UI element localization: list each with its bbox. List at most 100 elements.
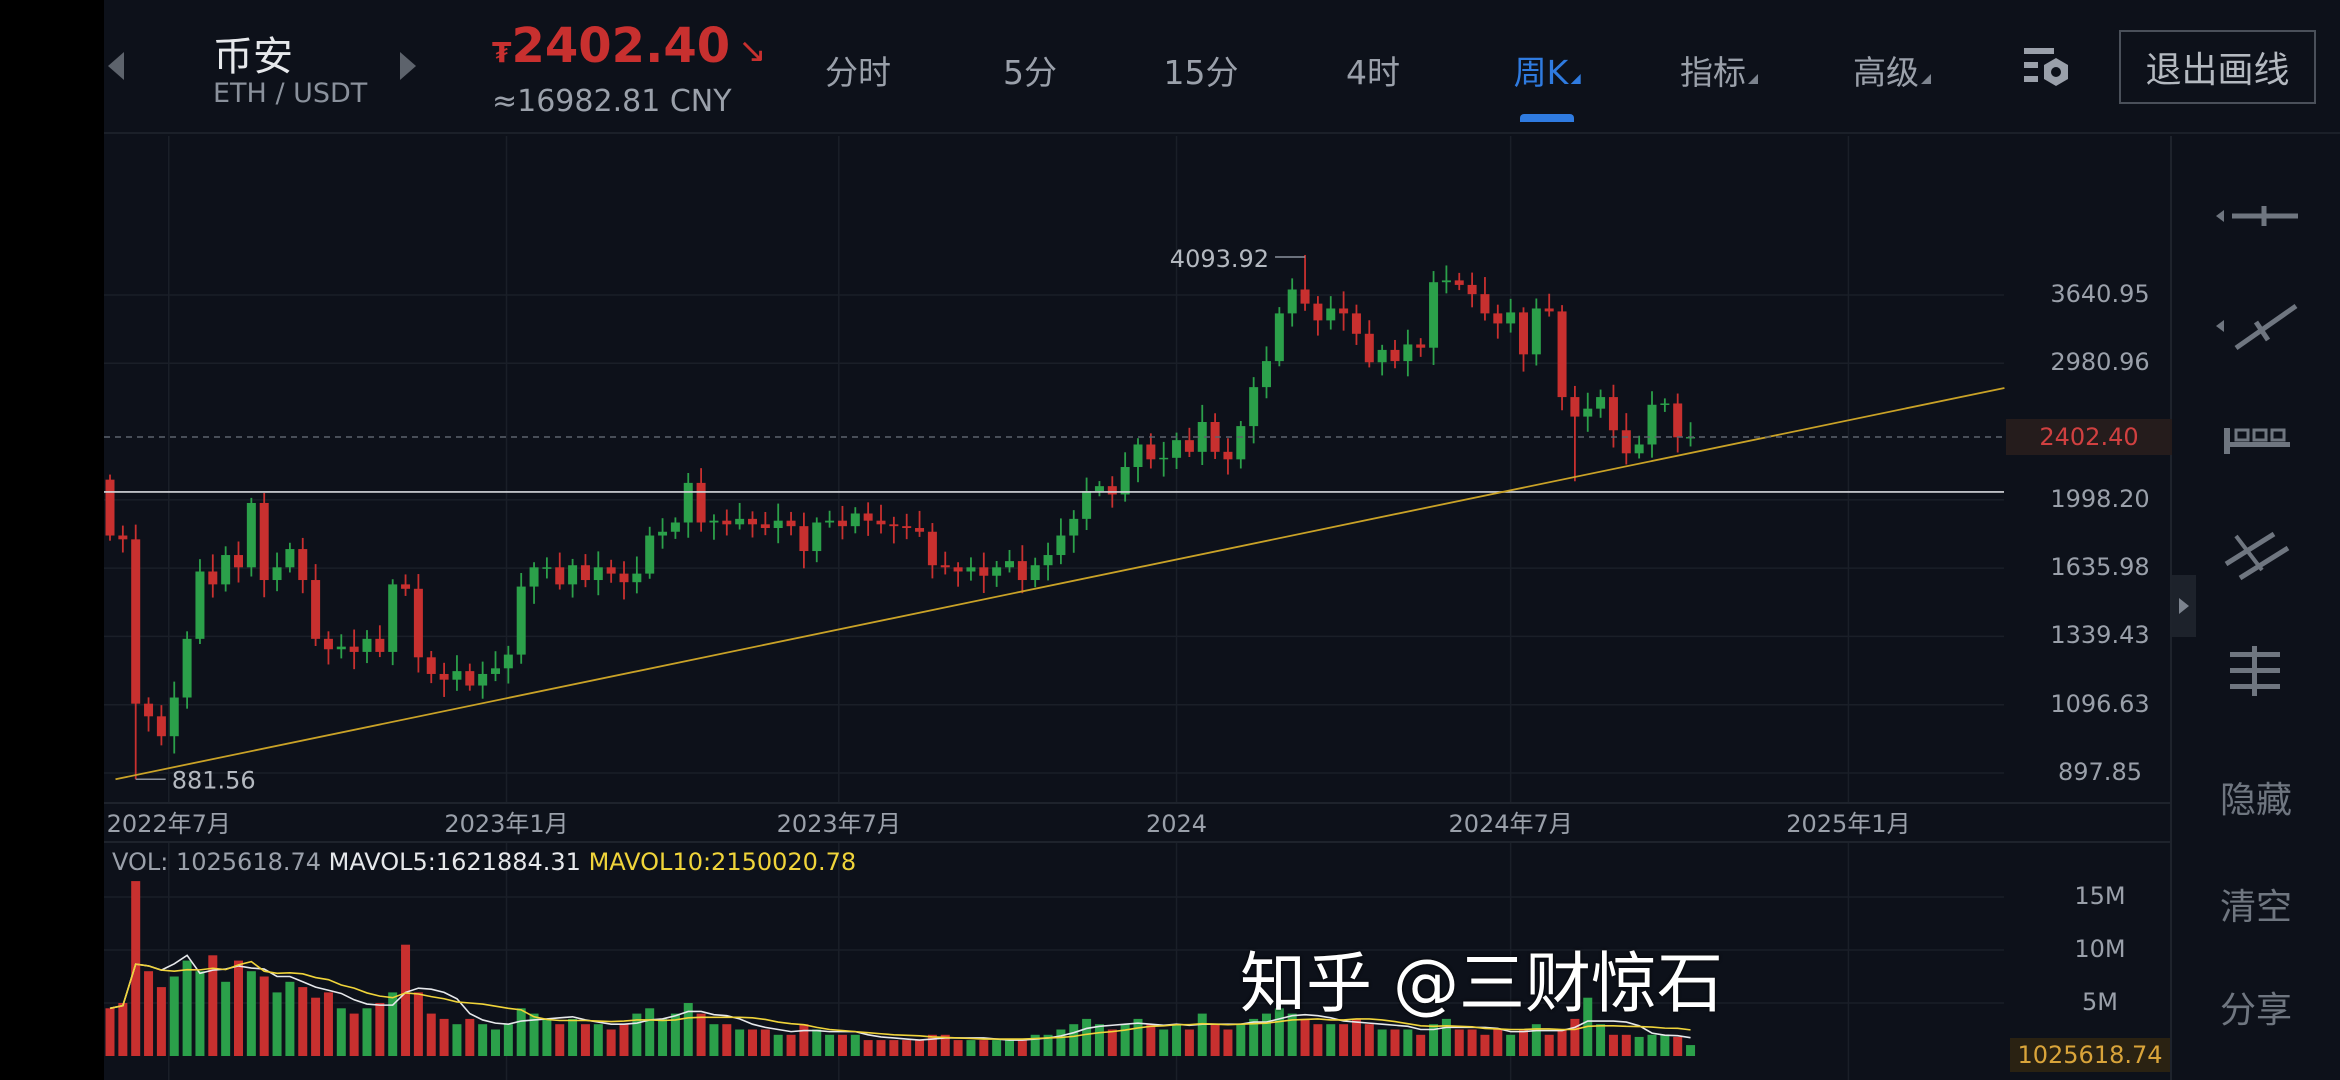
candle-body (118, 535, 128, 540)
tab-label: 高级 (1853, 53, 1919, 92)
candle-body (1570, 397, 1580, 417)
candle-body (426, 657, 436, 674)
clear-button[interactable]: 清空 (2219, 887, 2292, 928)
volume-bar (619, 1024, 629, 1056)
trendline-drawing (115, 387, 2005, 781)
price-tick-label: 2980.96 (2050, 348, 2150, 377)
candle-body (1647, 404, 1657, 445)
candle-body (131, 539, 141, 704)
parallel-channel-tool-icon[interactable] (2222, 526, 2292, 590)
volume-bar (1120, 1024, 1130, 1056)
candle-body (580, 565, 590, 581)
candle-body (902, 526, 912, 529)
candle-body (105, 479, 115, 536)
volume-tick-label: 15M (2074, 882, 2126, 910)
tab-label: 分时 (825, 53, 891, 92)
volume-bar (1030, 1034, 1040, 1056)
candle-body (516, 586, 526, 655)
candle-body (195, 571, 205, 639)
tab-6[interactable]: 高级 (1853, 46, 1931, 94)
volume-bar (208, 955, 218, 1056)
candle-body (1017, 561, 1027, 581)
volume-bar (1094, 1024, 1104, 1056)
prev-pair-button[interactable] (108, 52, 124, 80)
exit-drawing-button[interactable]: 退出画线 (2119, 30, 2316, 104)
candle-body (465, 671, 475, 686)
volume-bar (1223, 1029, 1233, 1056)
volume-bar (992, 1040, 1002, 1056)
volume-bar (1531, 1024, 1541, 1056)
volume-bar (1403, 1029, 1413, 1056)
candle-body (1159, 457, 1169, 460)
candle-body (1634, 444, 1644, 454)
tab-1[interactable]: 5分 (1003, 46, 1057, 94)
tab-0[interactable]: 分时 (825, 46, 891, 94)
volume-bar (452, 1024, 462, 1056)
hide-button[interactable]: 隐藏 (2219, 780, 2292, 821)
candle-body (1583, 408, 1593, 417)
price-range-tool-icon[interactable] (2228, 646, 2288, 700)
candle-body (927, 531, 937, 566)
candle-body (1621, 430, 1631, 454)
down-arrow-icon: ↘ (738, 31, 767, 71)
tab-4[interactable]: 周K (1514, 46, 1581, 94)
candle-body (683, 482, 693, 523)
volume-bar (1441, 1018, 1451, 1056)
tab-5[interactable]: 指标 (1680, 46, 1758, 94)
next-pair-button[interactable] (400, 52, 416, 80)
candle-body (568, 565, 578, 585)
dropdown-corner-icon (1921, 74, 1931, 84)
volume-bar (799, 1024, 809, 1056)
volume-bar (1621, 1034, 1631, 1056)
volume-bar (105, 1008, 115, 1056)
candle-body (722, 520, 732, 525)
date-tick-label: 2024年7月 (1448, 810, 1572, 838)
candle-body (1300, 289, 1310, 304)
volume-bar (465, 1018, 475, 1056)
volume-bar (555, 1024, 565, 1056)
candle-body (1390, 349, 1400, 362)
dropdown-corner-icon (1748, 74, 1758, 84)
candle-body (1326, 308, 1336, 321)
candle-body (1069, 518, 1079, 536)
candle-body (542, 567, 552, 569)
candle-body (478, 673, 488, 686)
expand-toolbar-button[interactable] (2172, 575, 2196, 637)
candle-body (709, 520, 719, 523)
candle-body (1133, 444, 1143, 468)
candle-body (979, 567, 989, 576)
candle-body (246, 502, 256, 568)
candle-body (1146, 444, 1156, 460)
volume-bar (362, 1008, 372, 1056)
measure-tool-icon[interactable] (2222, 426, 2292, 460)
candle-body (503, 654, 513, 669)
candle-body (953, 567, 963, 572)
date-tick-label: 2023年1月 (444, 810, 568, 838)
volume-bar (1262, 1013, 1271, 1056)
volume-bar (1069, 1024, 1079, 1056)
candle-body (1043, 555, 1053, 566)
watermark: 知乎 @三财惊石 (1240, 945, 1723, 1022)
volume-bar (1544, 1034, 1554, 1056)
candle-body (606, 567, 616, 574)
volume-bar (1146, 1024, 1156, 1056)
tab-2[interactable]: 15分 (1164, 46, 1239, 94)
price-axis (2004, 136, 2172, 1080)
candle-body (1403, 344, 1413, 362)
volume-bar (503, 1024, 513, 1056)
chart-settings-icon[interactable] (2022, 46, 2072, 90)
volume-bar (1056, 1029, 1066, 1056)
trend-line-tool-icon[interactable] (2212, 296, 2302, 360)
candle-body (1082, 491, 1092, 519)
volume-bar (1634, 1036, 1644, 1056)
volume-bar (1467, 1029, 1477, 1056)
share-button[interactable]: 分享 (2219, 990, 2292, 1031)
volume-bar (234, 960, 243, 1056)
volume-bar (285, 981, 295, 1056)
tab-3[interactable]: 4时 (1346, 46, 1400, 94)
candle-body (1480, 294, 1490, 314)
horizontal-line-tool-icon[interactable] (2212, 196, 2302, 240)
candle-body (1596, 397, 1606, 409)
volume-bar (1454, 1029, 1464, 1056)
